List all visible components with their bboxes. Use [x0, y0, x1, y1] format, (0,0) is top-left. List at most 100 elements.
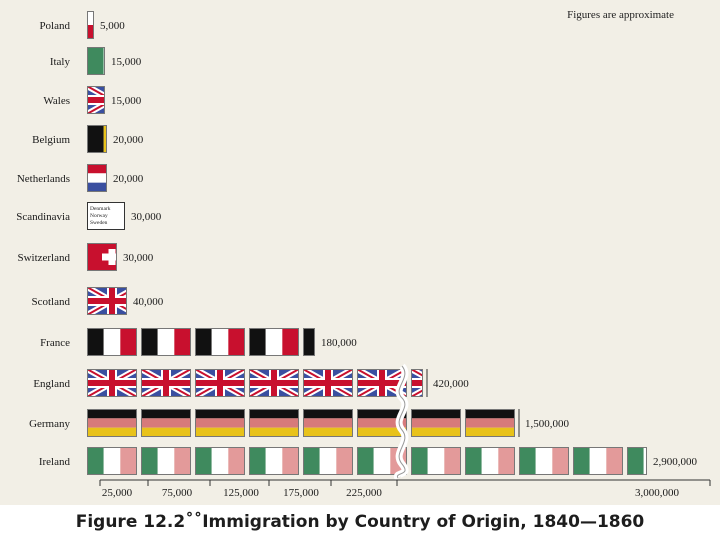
- flag-border: [195, 328, 245, 356]
- flag-stripe: [319, 447, 337, 475]
- x-tick-label: 75,000: [162, 487, 193, 499]
- flag-stripe: [87, 427, 137, 437]
- flag-stripe: [444, 447, 461, 475]
- flag-ireland: [141, 447, 191, 475]
- flag-stripe: [357, 418, 407, 428]
- flag-stripe: [103, 447, 121, 475]
- flag-border: [141, 369, 191, 397]
- category-label: France: [40, 337, 70, 349]
- flag-body: [141, 409, 191, 437]
- category-label: Belgium: [32, 134, 70, 146]
- flag-stripe: [303, 328, 315, 356]
- category-label: Ireland: [39, 456, 71, 468]
- flag-stripe: [157, 328, 175, 356]
- flag-border: [303, 369, 353, 397]
- axis-break-line: [396, 365, 406, 479]
- flag-border: [87, 287, 127, 315]
- flag-stripe: [465, 447, 482, 475]
- flag-stripe: [103, 125, 107, 153]
- flag-body: [357, 409, 407, 437]
- category-label: Scandinavia: [16, 211, 70, 223]
- flag-border: [303, 409, 353, 437]
- flag-stripe: [87, 328, 104, 356]
- category-label: Wales: [43, 95, 70, 107]
- flag-stripe: [519, 447, 536, 475]
- flag-border: [195, 447, 245, 475]
- x-tick-label: 25,000: [102, 487, 133, 499]
- flag-border: [141, 328, 191, 356]
- flag-stripe: [535, 447, 553, 475]
- flag-switzerland: [87, 243, 117, 271]
- flag-stripe: [103, 328, 121, 356]
- flag-border: [87, 369, 137, 397]
- flag-body: [87, 202, 125, 230]
- flag-stripe: [303, 418, 353, 428]
- value-label: 20,000: [113, 173, 144, 185]
- cross-horizontal: [102, 253, 117, 261]
- flag-belgium: [87, 125, 107, 153]
- flag-border: [195, 409, 245, 437]
- flag-body: [519, 447, 569, 475]
- flag-body: [87, 287, 127, 315]
- scandinavia-country-text: Denmark: [90, 206, 111, 212]
- flag-stripe: [87, 409, 137, 419]
- flag-germany: [357, 409, 407, 437]
- approximation-note: Figures are approximate: [567, 9, 674, 21]
- flag-stripe: [249, 328, 266, 356]
- flag-stripe: [120, 447, 137, 475]
- flag-stripe: [411, 447, 428, 475]
- flag-stripe: [141, 409, 191, 419]
- flag-ireland: [249, 447, 299, 475]
- category-label: Poland: [39, 20, 70, 32]
- flag-body: [303, 369, 353, 397]
- category-label: England: [33, 378, 70, 390]
- flag-border: [87, 47, 105, 75]
- flag-stripe: [643, 447, 647, 475]
- flag-italy: [87, 47, 105, 75]
- flag-stripe: [265, 447, 283, 475]
- flag-border: [87, 328, 137, 356]
- flag-stripe: [427, 447, 445, 475]
- flag-border: [519, 447, 569, 475]
- flag-germany: [249, 409, 299, 437]
- flag-border: [411, 409, 461, 437]
- flag-england: [249, 369, 299, 397]
- figure-caption: Figure 12.2˚˚Immigration by Country of O…: [75, 512, 645, 532]
- flag-border: [249, 328, 299, 356]
- x-tick-label: 175,000: [283, 487, 319, 499]
- flag-stripe: [157, 447, 175, 475]
- flag-stripe: [411, 418, 461, 428]
- flag-germany: [141, 409, 191, 437]
- flag-stripe: [265, 328, 283, 356]
- flag-netherlands: [87, 164, 107, 192]
- flag-germany: [465, 409, 515, 437]
- category-label: Switzerland: [17, 252, 70, 264]
- flag-stripe: [87, 11, 94, 25]
- value-label: 5,000: [100, 20, 125, 32]
- flag-body: [87, 125, 107, 153]
- flag-body: [87, 328, 137, 356]
- flag-stripe: [552, 447, 569, 475]
- flag-stripe: [87, 418, 137, 428]
- flag-border: [87, 243, 117, 271]
- cross-red: [87, 97, 105, 103]
- flag-scotland: [87, 287, 127, 315]
- flag-body: [195, 328, 245, 356]
- value-label: 2,900,000: [653, 456, 698, 468]
- flag-border: [411, 447, 461, 475]
- flag-stripe: [87, 447, 104, 475]
- flag-border: [87, 164, 107, 192]
- flag-body: [411, 369, 423, 397]
- x-tick-label: 225,000: [346, 487, 382, 499]
- flag-stripe: [141, 328, 158, 356]
- value-label: 420,000: [433, 378, 469, 390]
- flag-stripe: [87, 173, 107, 183]
- flag-stripe: [141, 427, 191, 437]
- flag-border: [195, 369, 245, 397]
- flag-stripe: [282, 447, 299, 475]
- flag-body: [195, 369, 245, 397]
- pictograph-chart: Poland 5,000 Italy 15,000 Wales 15,000 Belgium…: [16, 11, 711, 499]
- flag-stripe: [87, 25, 94, 39]
- flag-border: [357, 447, 407, 475]
- flag-stripe: [141, 447, 158, 475]
